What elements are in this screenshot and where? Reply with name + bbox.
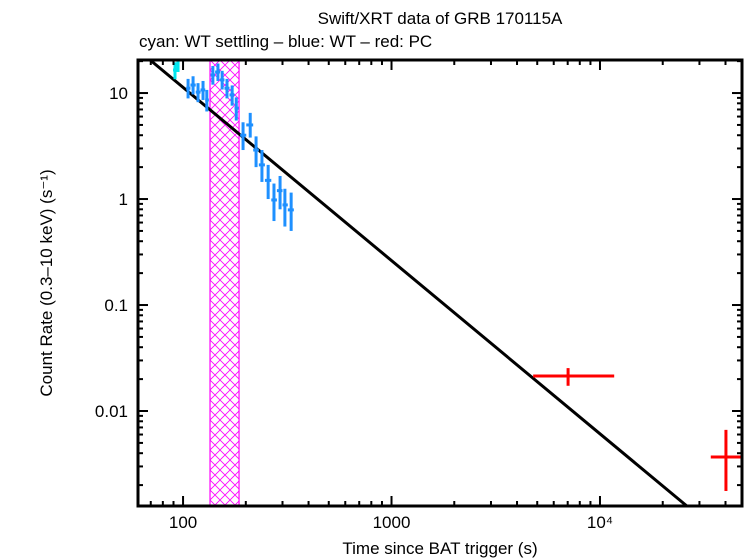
data-point xyxy=(205,89,209,112)
x-tick-label: 10⁴ xyxy=(587,513,613,532)
data-point xyxy=(533,368,615,386)
data-point xyxy=(224,78,230,99)
data-point xyxy=(195,83,201,103)
x-tick-label: 100 xyxy=(169,513,197,532)
data-point xyxy=(215,63,221,81)
chart-subtitle: cyan: WT settling – blue: WT – red: PC xyxy=(139,32,432,51)
data-point xyxy=(210,65,216,85)
data-point xyxy=(200,80,206,100)
data-point xyxy=(240,122,247,151)
y-axis-label: Count Rate (0.3–10 keV) (s⁻¹) xyxy=(37,169,56,396)
x-axis-label: Time since BAT trigger (s) xyxy=(342,539,537,558)
data-point xyxy=(234,97,239,121)
data-point xyxy=(173,62,177,80)
x-tick-label: 1000 xyxy=(373,513,411,532)
data-point xyxy=(246,112,254,138)
data-point xyxy=(186,78,191,99)
data-point xyxy=(176,60,180,72)
excluded-flare-band xyxy=(209,59,240,507)
data-point xyxy=(190,76,196,95)
data-point xyxy=(287,192,294,231)
fit-line xyxy=(149,58,688,508)
data-point xyxy=(710,429,742,491)
y-tick-label: 0.1 xyxy=(104,296,128,315)
data-point xyxy=(271,183,277,222)
data-point xyxy=(258,150,265,182)
series-wt xyxy=(186,63,294,231)
y-tick-label: 1 xyxy=(119,190,128,209)
data-point xyxy=(229,85,235,106)
plot-frame xyxy=(136,58,744,508)
data-point xyxy=(220,70,225,90)
data-point xyxy=(253,136,259,168)
y-tick-label: 10 xyxy=(109,84,128,103)
series-wt-settling xyxy=(173,60,180,80)
series-pc xyxy=(533,368,742,491)
y-tick-label: 0.01 xyxy=(95,402,128,421)
data-point xyxy=(282,188,288,227)
chart-title: Swift/XRT data of GRB 170115A xyxy=(318,9,563,28)
data-point xyxy=(276,175,283,210)
data-point xyxy=(264,164,272,200)
